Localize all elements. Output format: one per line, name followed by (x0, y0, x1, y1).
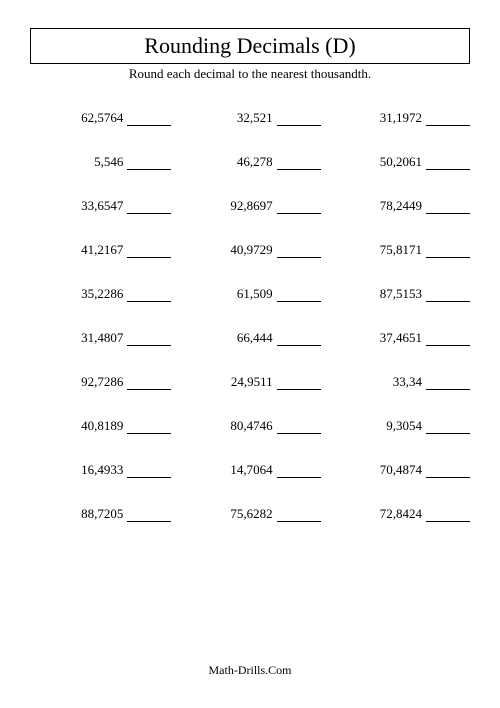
problem-number: 66,444 (219, 330, 273, 346)
problem-number: 75,6282 (219, 506, 273, 522)
problem-cell: 80,4746 (179, 418, 320, 434)
problem-cell: 35,2286 (30, 286, 171, 302)
answer-blank[interactable] (127, 113, 171, 126)
problem-number: 78,2449 (368, 198, 422, 214)
answer-blank[interactable] (426, 465, 470, 478)
problem-cell: 14,7064 (179, 462, 320, 478)
problem-cell: 61,509 (179, 286, 320, 302)
answer-blank[interactable] (127, 421, 171, 434)
problem-number: 92,7286 (69, 374, 123, 390)
answer-blank[interactable] (127, 333, 171, 346)
problem-number: 72,8424 (368, 506, 422, 522)
answer-blank[interactable] (426, 377, 470, 390)
problem-cell: 92,8697 (179, 198, 320, 214)
answer-blank[interactable] (127, 465, 171, 478)
problem-number: 33,6547 (69, 198, 123, 214)
problem-number: 37,4651 (368, 330, 422, 346)
answer-blank[interactable] (277, 377, 321, 390)
problem-cell: 87,5153 (329, 286, 470, 302)
problem-number: 9,3054 (368, 418, 422, 434)
problem-number: 80,4746 (219, 418, 273, 434)
page-subtitle: Round each decimal to the nearest thousa… (30, 66, 470, 82)
answer-blank[interactable] (426, 289, 470, 302)
problem-cell: 33,6547 (30, 198, 171, 214)
problem-cell: 46,278 (179, 154, 320, 170)
problem-number: 62,5764 (69, 110, 123, 126)
answer-blank[interactable] (277, 201, 321, 214)
problem-number: 14,7064 (219, 462, 273, 478)
problem-number: 35,2286 (69, 286, 123, 302)
answer-blank[interactable] (426, 333, 470, 346)
answer-blank[interactable] (426, 509, 470, 522)
problem-cell: 41,2167 (30, 242, 171, 258)
answer-blank[interactable] (127, 377, 171, 390)
answer-blank[interactable] (127, 201, 171, 214)
answer-blank[interactable] (277, 113, 321, 126)
problem-number: 33,34 (368, 374, 422, 390)
footer-text: Math-Drills.Com (0, 663, 500, 678)
problem-number: 31,1972 (368, 110, 422, 126)
answer-blank[interactable] (426, 157, 470, 170)
answer-blank[interactable] (127, 289, 171, 302)
problem-number: 16,4933 (69, 462, 123, 478)
problem-cell: 32,521 (179, 110, 320, 126)
problem-number: 75,8171 (368, 242, 422, 258)
answer-blank[interactable] (127, 509, 171, 522)
problem-number: 40,8189 (69, 418, 123, 434)
problem-number: 5,546 (69, 154, 123, 170)
problem-number: 50,2061 (368, 154, 422, 170)
problem-cell: 50,2061 (329, 154, 470, 170)
problem-number: 61,509 (219, 286, 273, 302)
answer-blank[interactable] (426, 113, 470, 126)
problem-cell: 16,4933 (30, 462, 171, 478)
problem-cell: 31,4807 (30, 330, 171, 346)
answer-blank[interactable] (277, 465, 321, 478)
problem-cell: 5,546 (30, 154, 171, 170)
problems-grid: 62,5764 32,521 31,1972 5,546 46,278 50,2061 33… (30, 110, 470, 522)
answer-blank[interactable] (277, 289, 321, 302)
title-box: Rounding Decimals (D) (30, 28, 470, 64)
problem-cell: 62,5764 (30, 110, 171, 126)
answer-blank[interactable] (127, 157, 171, 170)
problem-number: 88,7205 (69, 506, 123, 522)
answer-blank[interactable] (277, 157, 321, 170)
problem-number: 87,5153 (368, 286, 422, 302)
problem-cell: 40,9729 (179, 242, 320, 258)
problem-cell: 70,4874 (329, 462, 470, 478)
answer-blank[interactable] (426, 245, 470, 258)
problem-cell: 31,1972 (329, 110, 470, 126)
answer-blank[interactable] (426, 421, 470, 434)
problem-number: 32,521 (219, 110, 273, 126)
problem-cell: 33,34 (329, 374, 470, 390)
answer-blank[interactable] (277, 245, 321, 258)
problem-number: 31,4807 (69, 330, 123, 346)
problem-number: 40,9729 (219, 242, 273, 258)
page-title: Rounding Decimals (D) (31, 33, 469, 59)
problem-number: 46,278 (219, 154, 273, 170)
problem-cell: 75,8171 (329, 242, 470, 258)
problem-number: 24,9511 (219, 374, 273, 390)
problem-cell: 92,7286 (30, 374, 171, 390)
answer-blank[interactable] (277, 333, 321, 346)
problem-number: 41,2167 (69, 242, 123, 258)
problem-cell: 78,2449 (329, 198, 470, 214)
answer-blank[interactable] (127, 245, 171, 258)
problem-cell: 40,8189 (30, 418, 171, 434)
problem-cell: 66,444 (179, 330, 320, 346)
problem-number: 92,8697 (219, 198, 273, 214)
problem-cell: 37,4651 (329, 330, 470, 346)
answer-blank[interactable] (426, 201, 470, 214)
problem-cell: 75,6282 (179, 506, 320, 522)
problem-number: 70,4874 (368, 462, 422, 478)
problem-cell: 72,8424 (329, 506, 470, 522)
problem-cell: 9,3054 (329, 418, 470, 434)
problem-cell: 24,9511 (179, 374, 320, 390)
problem-cell: 88,7205 (30, 506, 171, 522)
answer-blank[interactable] (277, 421, 321, 434)
answer-blank[interactable] (277, 509, 321, 522)
